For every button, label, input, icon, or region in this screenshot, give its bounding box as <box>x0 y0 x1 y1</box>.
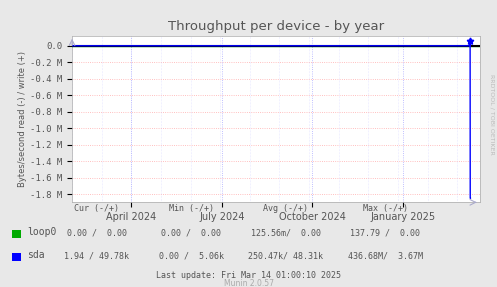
Text: Munin 2.0.57: Munin 2.0.57 <box>224 279 273 287</box>
Text: 436.68M/  3.67M: 436.68M/ 3.67M <box>348 251 422 260</box>
Title: Throughput per device - by year: Throughput per device - by year <box>168 20 384 33</box>
Y-axis label: Bytes/second read (-) / write (+): Bytes/second read (-) / write (+) <box>18 51 27 187</box>
Text: 0.00 /  0.00: 0.00 / 0.00 <box>162 228 221 237</box>
Text: Max (-/+): Max (-/+) <box>363 204 408 213</box>
Text: sda: sda <box>27 250 45 260</box>
Text: Avg (-/+): Avg (-/+) <box>263 204 308 213</box>
Text: 0.00 /  0.00: 0.00 / 0.00 <box>67 228 127 237</box>
Text: loop0: loop0 <box>27 227 57 237</box>
Text: 1.94 / 49.78k: 1.94 / 49.78k <box>65 251 129 260</box>
Text: 0.00 /  5.06k: 0.00 / 5.06k <box>159 251 224 260</box>
Text: Min (-/+): Min (-/+) <box>169 204 214 213</box>
Text: 250.47k/ 48.31k: 250.47k/ 48.31k <box>248 251 323 260</box>
Text: 125.56m/  0.00: 125.56m/ 0.00 <box>251 228 321 237</box>
Text: Last update: Fri Mar 14 01:00:10 2025: Last update: Fri Mar 14 01:00:10 2025 <box>156 272 341 280</box>
Text: Cur (-/+): Cur (-/+) <box>75 204 119 213</box>
Text: 137.79 /  0.00: 137.79 / 0.00 <box>350 228 420 237</box>
Text: RRDTOOL / TOBI OETIKER: RRDTOOL / TOBI OETIKER <box>490 74 495 155</box>
